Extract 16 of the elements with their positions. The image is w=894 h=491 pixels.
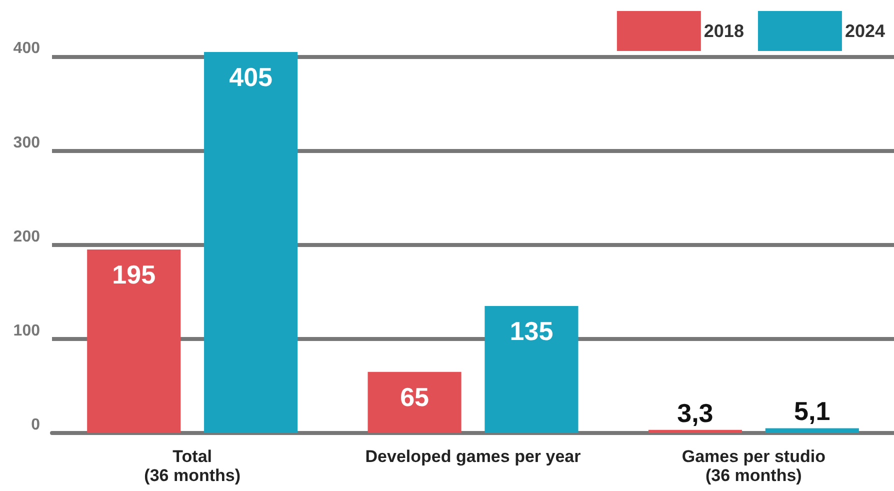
y-tick-label: 300	[13, 134, 40, 152]
data-label: 5,1	[794, 396, 830, 426]
data-label: 65	[400, 382, 429, 412]
data-label: 3,3	[677, 398, 714, 428]
legend-label: 2024	[844, 21, 886, 41]
x-tick-label: Games per studio (36 months)	[682, 447, 826, 485]
y-tick-label: 200	[13, 228, 40, 246]
y-tick-label: 0	[31, 416, 40, 434]
legend-label: 2018	[704, 21, 744, 41]
data-label: 135	[510, 316, 554, 346]
x-tick-label: Total (36 months)	[144, 447, 241, 485]
y-tick-label: 400	[13, 40, 40, 58]
data-label: 195	[112, 260, 156, 290]
data-label: 405	[229, 62, 272, 92]
y-tick-label: 100	[13, 322, 40, 340]
x-tick-label: Developed games per year	[365, 447, 582, 466]
